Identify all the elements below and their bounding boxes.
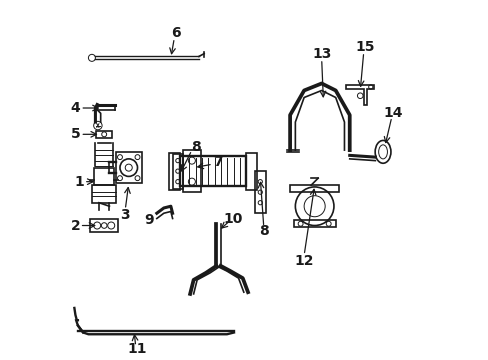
Text: 12: 12 <box>294 253 313 267</box>
Text: 4: 4 <box>70 101 80 115</box>
Text: 9: 9 <box>144 213 154 227</box>
Text: 8: 8 <box>258 225 268 238</box>
Text: 5: 5 <box>70 127 80 141</box>
Text: 2: 2 <box>70 219 80 233</box>
Text: 10: 10 <box>223 212 243 225</box>
Text: 14: 14 <box>383 106 403 120</box>
Text: 11: 11 <box>127 342 147 356</box>
Text: 13: 13 <box>311 47 331 60</box>
Text: 8: 8 <box>191 140 201 154</box>
Text: 3: 3 <box>120 208 130 222</box>
Text: 6: 6 <box>171 26 181 40</box>
Text: 15: 15 <box>355 40 374 54</box>
Text: 7: 7 <box>213 156 223 169</box>
Text: 1: 1 <box>75 175 84 189</box>
